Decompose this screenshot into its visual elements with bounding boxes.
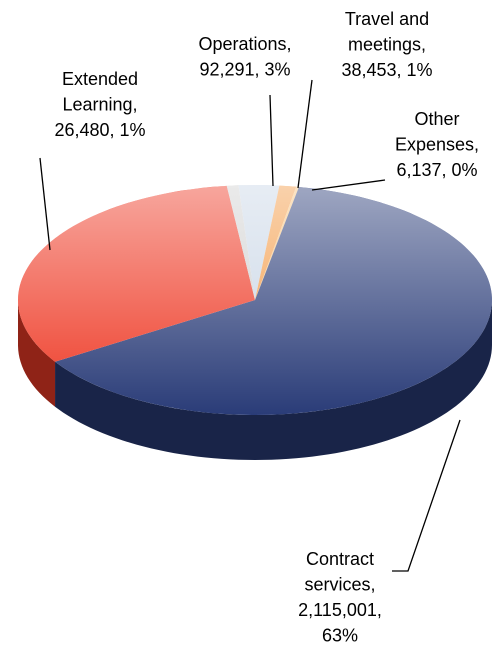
leader-line — [392, 419, 461, 572]
data-label: meetings, — [348, 34, 426, 54]
data-label: Contract — [306, 549, 374, 569]
data-label: 26,480, 1% — [54, 120, 145, 140]
leader-line — [311, 179, 386, 191]
slice-side — [55, 300, 492, 460]
data-label: Other — [414, 109, 459, 129]
leader-line — [269, 94, 274, 187]
data-label: 38,453, 1% — [341, 60, 432, 80]
data-label: 63% — [322, 625, 358, 645]
data-label: 2,115,001, — [298, 600, 382, 620]
data-label: Operations, — [198, 34, 291, 54]
data-label: Travel and — [345, 9, 429, 29]
data-label: Learning, — [62, 94, 137, 114]
data-label: services, — [304, 574, 375, 594]
data-label: Expenses, — [395, 134, 479, 154]
leader-line — [297, 79, 313, 189]
data-label: 6,137, 0% — [396, 160, 477, 180]
leader-line — [39, 157, 51, 251]
data-label: 92,291, 3% — [199, 59, 290, 79]
data-label: Extended — [62, 69, 138, 89]
